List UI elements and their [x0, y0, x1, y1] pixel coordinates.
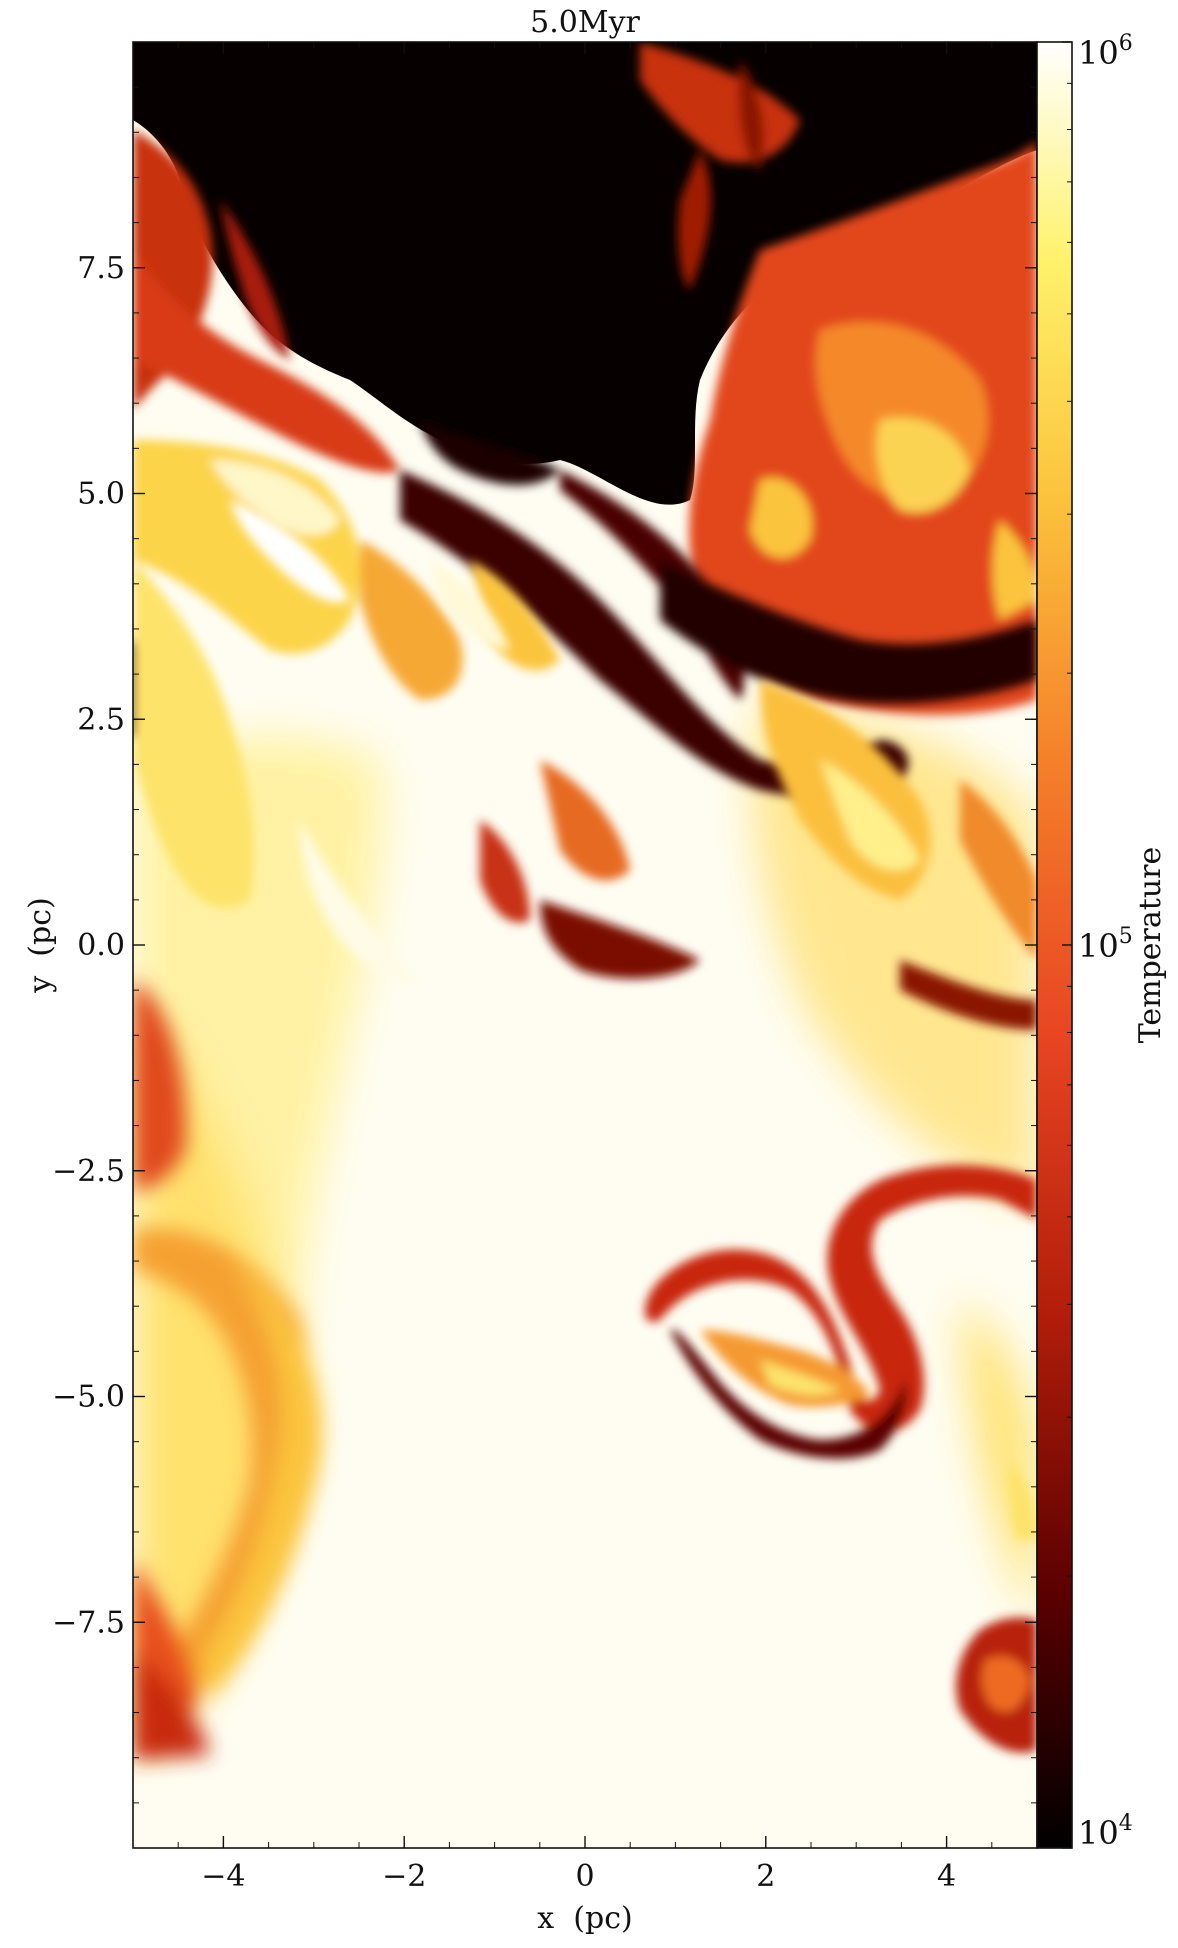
colorbar-label: Temperature	[1133, 847, 1168, 1044]
y-tick-label: 5.0	[77, 477, 125, 512]
colorbar-tick-label: 105	[1078, 924, 1133, 965]
x-axis-label: x (pc)	[537, 1901, 632, 1936]
colorbar-tick-base: 10	[1078, 1814, 1119, 1852]
y-tick-label: 7.5	[77, 251, 125, 286]
colorbar-tick-exp: 6	[1119, 31, 1133, 56]
y-tick-label: 0.0	[77, 928, 125, 963]
colorbar-tick-label: 106	[1078, 31, 1133, 72]
colorbar-tick-base: 10	[1078, 34, 1119, 72]
x-tick-label: −4	[201, 1859, 245, 1894]
y-tick-label: 2.5	[77, 702, 125, 737]
y-axis-label: y (pc)	[23, 897, 58, 993]
x-tick-label: −2	[382, 1859, 426, 1894]
colorbar-tick-base: 10	[1078, 927, 1119, 965]
x-axis: −4 −2 0 2 4	[132, 42, 1038, 1894]
x-tick-label: 4	[937, 1859, 956, 1894]
y-axis: 7.5 5.0 2.5 0.0 −2.5 −5.0 −7.5	[52, 41, 1037, 1849]
x-tick-label: 0	[575, 1859, 594, 1894]
y-tick-label: −5.0	[52, 1380, 125, 1415]
colorbar-tick-exp: 4	[1119, 1811, 1133, 1836]
y-tick-label: −2.5	[52, 1154, 125, 1189]
colorbar-tick-exp: 5	[1119, 924, 1133, 949]
y-tick-label: −7.5	[52, 1605, 125, 1640]
colorbar-tick-label: 104	[1078, 1811, 1133, 1852]
x-tick-label: 2	[756, 1859, 775, 1894]
chart-title: 5.0Myr	[530, 5, 640, 40]
temperature-heatmap	[133, 42, 1037, 1848]
